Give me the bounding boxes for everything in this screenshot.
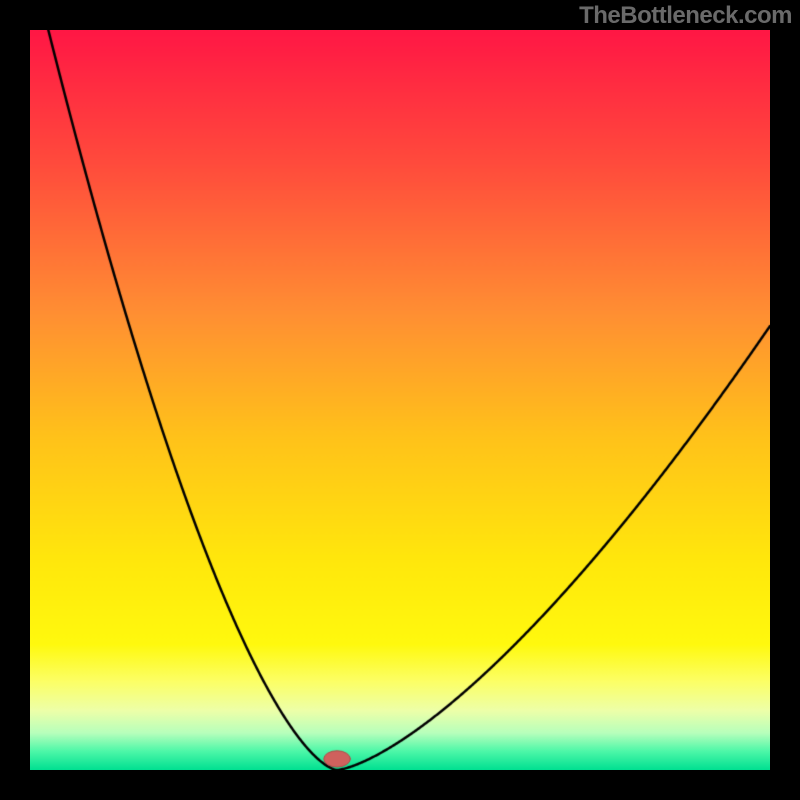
watermark-text: TheBottleneck.com — [579, 2, 792, 30]
chart-frame: TheBottleneck.com — [0, 0, 800, 800]
bottleneck-curve-chart — [30, 30, 770, 770]
